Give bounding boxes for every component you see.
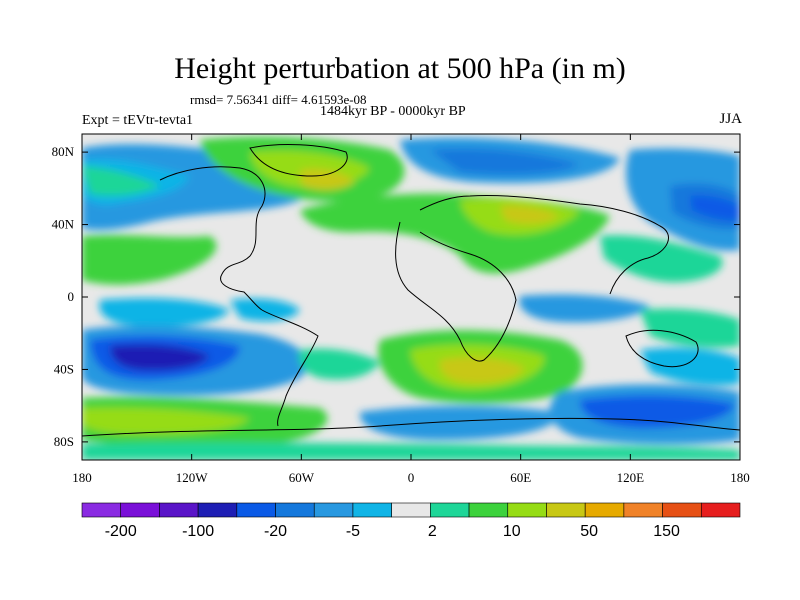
colorbar-label: -5	[346, 523, 360, 540]
lat-tick-label: 0	[68, 289, 75, 304]
lon-tick-label: 180	[730, 470, 750, 485]
colorbar-swatch	[584, 502, 625, 518]
colorbar-label: 150	[653, 523, 680, 540]
colorbar-swatch	[700, 502, 741, 518]
colorbar-label: -20	[264, 523, 287, 540]
lon-tick-label: 0	[408, 470, 415, 485]
season-label: JJA	[719, 111, 742, 127]
colorbar-swatch	[275, 502, 315, 518]
coastlines	[82, 144, 740, 437]
colorbar	[81, 502, 741, 518]
lon-tick-label: 120E	[617, 470, 645, 485]
colorbar-swatch	[159, 502, 199, 518]
lat-tick-label: 40N	[52, 217, 75, 232]
colorbar-swatch	[623, 502, 663, 518]
lat-tick-label: 80S	[54, 434, 74, 449]
lon-tick-label: 180	[72, 470, 92, 485]
latitude-axis: 80N 40N 0 40S 80S	[52, 144, 740, 449]
colorbar-swatch	[352, 502, 392, 518]
colorbar-swatch	[391, 502, 431, 518]
colorbar-swatch	[81, 502, 122, 518]
lon-tick-label: 60W	[289, 470, 315, 485]
lon-tick-label: 120W	[176, 470, 209, 485]
experiment-label: Expt = tEVtr-tevta1	[82, 113, 194, 128]
period-line: 1484kyr BP - 0000kyr BP	[320, 104, 466, 119]
lat-tick-label: 40S	[54, 361, 74, 376]
colorbar-swatch	[507, 502, 547, 518]
lon-tick-label: 60E	[510, 470, 531, 485]
colorbar-labels: -200 -100 -20 -5 2 10 50 150	[105, 523, 680, 540]
lat-tick-label: 80N	[52, 144, 75, 159]
colorbar-swatch	[236, 502, 276, 518]
colorbar-label: -200	[105, 523, 137, 540]
colorbar-label: 50	[580, 523, 598, 540]
colorbar-swatch	[120, 502, 160, 518]
longitude-axis: 180 120W 60W 0 60E 120E 180	[72, 134, 750, 485]
colorbar-label: -100	[182, 523, 214, 540]
colorbar-swatch	[468, 502, 509, 518]
colorbar-swatch	[546, 502, 586, 518]
map-title: Height perturbation at 500 hPa (in m)	[174, 52, 626, 85]
colorbar-label: 10	[503, 523, 521, 540]
colorbar-swatch	[197, 502, 238, 518]
colorbar-swatch	[313, 502, 354, 518]
colorbar-swatch	[430, 502, 470, 518]
colorbar-swatch	[662, 502, 702, 518]
stats-line: rmsd= 7.56341 diff= 4.61593e-08	[190, 92, 367, 107]
colorbar-label: 2	[428, 523, 437, 540]
contour-field	[82, 134, 740, 460]
